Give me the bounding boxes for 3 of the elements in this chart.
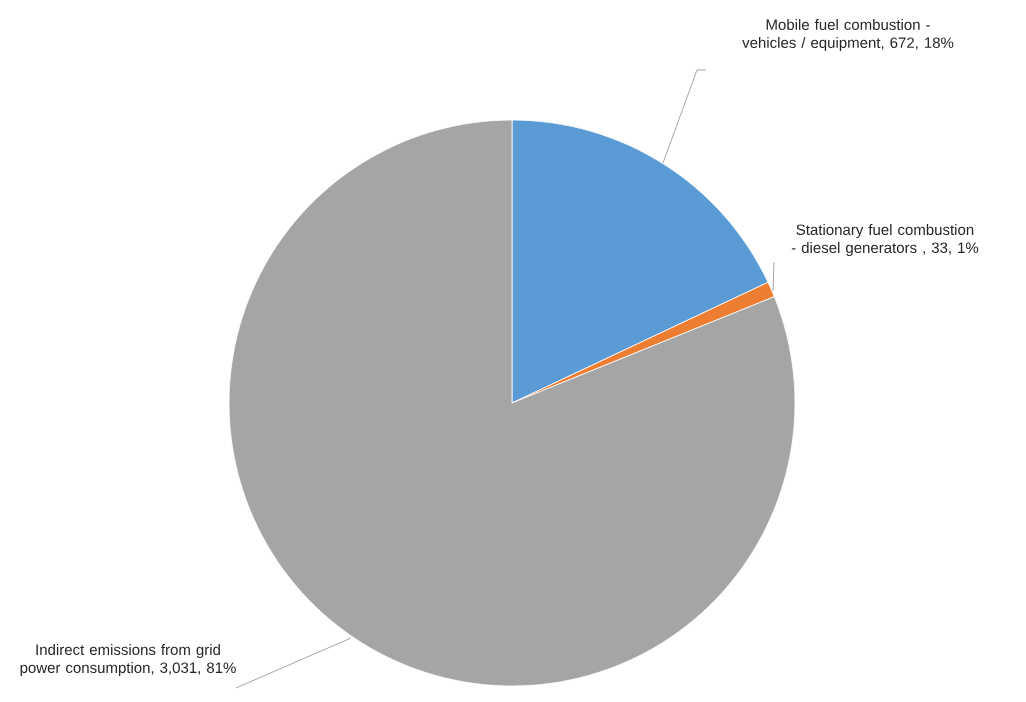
slice-label: Mobile fuel combustion - vehicles / equipment, 672, 18%: [742, 19, 954, 51]
slice-label: Indirect emissions from grid power consumption, 3,031, 81%: [20, 644, 236, 676]
slice-label: Stationary fuel combustion - diesel generators , 33, 1%: [791, 224, 979, 256]
